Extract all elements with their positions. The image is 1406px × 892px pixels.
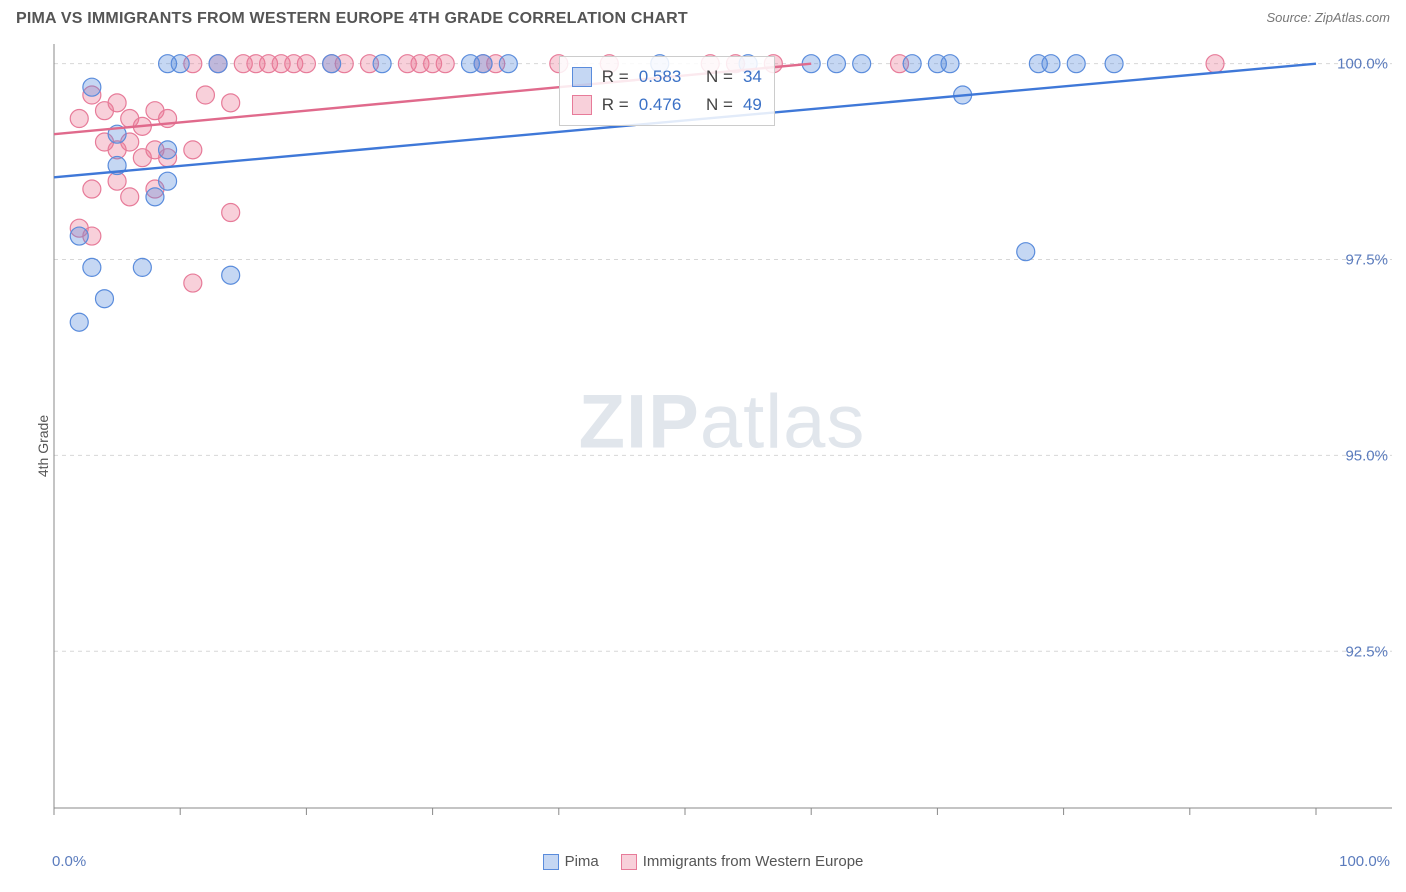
- chart-area: 100.0%97.5%95.0%92.5% ZIPatlas R = 0.583…: [48, 44, 1396, 832]
- swatch-icon: [543, 854, 559, 870]
- chart-title: PIMA VS IMMIGRANTS FROM WESTERN EUROPE 4…: [16, 10, 688, 28]
- stat-row-immigrants: R = 0.476 N = 49: [572, 91, 762, 119]
- swatch-icon: [572, 95, 592, 115]
- swatch-icon: [621, 854, 637, 870]
- x-axis-min-label: 0.0%: [52, 853, 86, 870]
- svg-text:100.0%: 100.0%: [1337, 56, 1388, 73]
- svg-text:92.5%: 92.5%: [1345, 643, 1388, 660]
- svg-text:95.0%: 95.0%: [1345, 447, 1388, 464]
- scatter-chart: 100.0% 97.5% 95.0% 92.5%: [48, 44, 1396, 832]
- legend-item-pima: Pima: [543, 853, 599, 870]
- svg-text:97.5%: 97.5%: [1345, 252, 1388, 269]
- stat-row-pima: R = 0.583 N = 34: [572, 63, 762, 91]
- legend-item-immigrants: Immigrants from Western Europe: [621, 853, 864, 870]
- x-axis-max-label: 100.0%: [1339, 853, 1390, 870]
- correlation-stats-box: R = 0.583 N = 34 R = 0.476 N = 49: [559, 56, 775, 126]
- swatch-icon: [572, 67, 592, 87]
- bottom-legend: Pima Immigrants from Western Europe: [0, 853, 1406, 870]
- source-label: Source: ZipAtlas.com: [1266, 10, 1390, 25]
